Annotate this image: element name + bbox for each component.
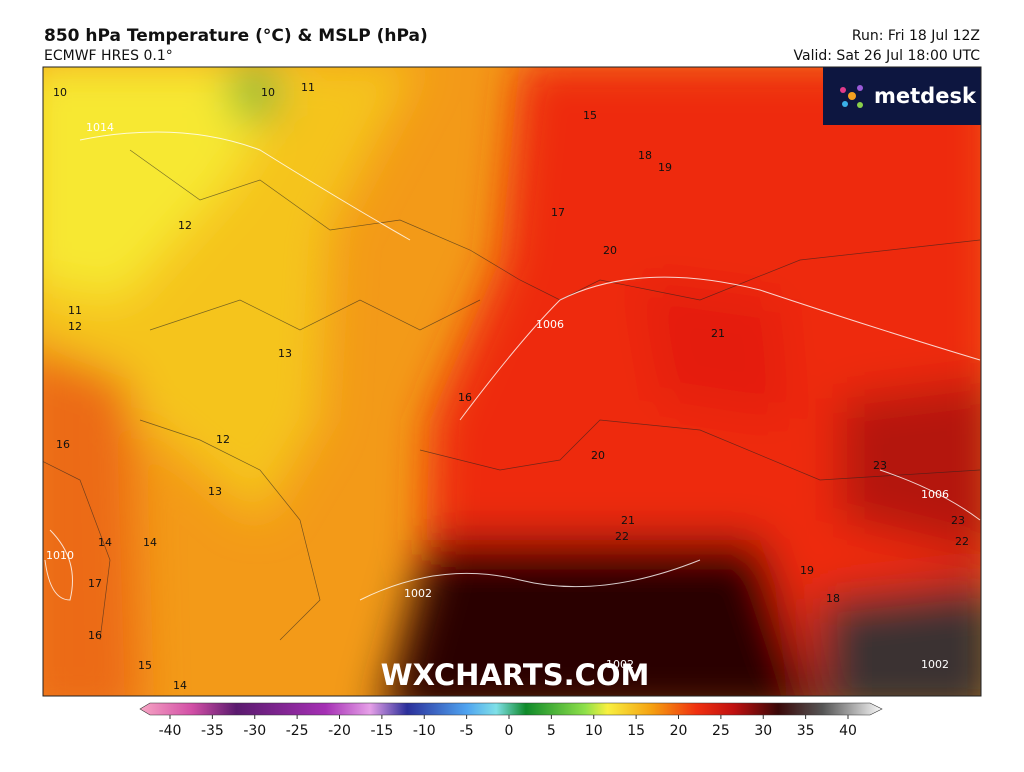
temperature-label: 10 [53,86,67,99]
temperature-label: 15 [583,109,597,122]
temperature-label: 11 [68,304,82,317]
temperature-label: 19 [658,161,672,174]
temperature-label: 16 [56,438,70,451]
temperature-label: 20 [603,244,617,257]
colorbar-tick-label: 10 [585,723,603,739]
temperature-label: 23 [951,514,965,527]
temperature-label: 12 [216,433,230,446]
colorbar-tick-label: 15 [627,723,645,739]
temperature-label: 13 [208,485,222,498]
temperature-label: 12 [178,219,192,232]
pressure-label: 1002 [404,587,432,600]
temperature-label: 13 [278,347,292,360]
watermark: WXCHARTS.COM [381,658,650,692]
pressure-label: 1006 [536,318,564,331]
title: 850 hPa Temperature (°C) & MSLP (hPa) [44,26,428,46]
colorbar-tick-label: -20 [328,723,351,739]
temperature-label: 11 [301,81,315,94]
temperature-label: 21 [711,327,725,340]
temperature-label: 14 [98,536,112,549]
pressure-label: 1014 [86,121,114,134]
colorbar-tick-label: 25 [712,723,730,739]
temperature-label: 10 [261,86,275,99]
temperature-label: 21 [621,514,635,527]
colorbar-tick-label: 0 [505,723,514,739]
colorbar-tick-label: -25 [286,723,309,739]
pressure-label: 1002 [921,658,949,671]
temperature-label: 14 [143,536,157,549]
run-time: Run: Fri 18 Jul 12Z [852,28,980,44]
temperature-field [43,67,981,696]
colorbar-tick-label: -30 [243,723,266,739]
colorbar-tick-label: -15 [370,723,393,739]
temperature-label: 22 [615,530,629,543]
colorbar-tick-label: 40 [839,723,857,739]
temperature-label: 15 [138,659,152,672]
colorbar-tick-label: 30 [754,723,772,739]
valid-time: Valid: Sat 26 Jul 18:00 UTC [794,48,981,64]
colorbar-tick-label: 35 [797,723,815,739]
borders [43,149,981,641]
logo-icon [840,85,863,108]
temperature-label: 19 [800,564,814,577]
colorbar [139,702,883,716]
colorbar-tick-label: 5 [547,723,556,739]
isobars [44,131,981,601]
temperature-label: 12 [68,320,82,333]
temperature-label: 22 [955,535,969,548]
colorbar-tick-label: -5 [460,723,474,739]
map-frame [42,66,982,697]
pressure-label: 1002 [606,658,634,671]
temperature-label: 18 [826,592,840,605]
temperature-label: 20 [591,449,605,462]
temperature-label: 16 [88,629,102,642]
colorbar-tick-label: -10 [413,723,436,739]
temperature-label: 16 [458,391,472,404]
pressure-label: 1006 [921,488,949,501]
colorbar-tick-label: -35 [201,723,224,739]
temperature-label: 14 [173,679,187,692]
temperature-label: 17 [551,206,565,219]
subtitle: ECMWF HRES 0.1° [44,48,173,64]
logo-text: metdesk [874,84,977,108]
pressure-label: 1010 [46,549,74,562]
temperature-label: 23 [873,459,887,472]
temperature-label: 18 [638,149,652,162]
colorbar-tick-label: 20 [670,723,688,739]
colorbar-tick-label: -40 [159,723,182,739]
temperature-label: 17 [88,577,102,590]
